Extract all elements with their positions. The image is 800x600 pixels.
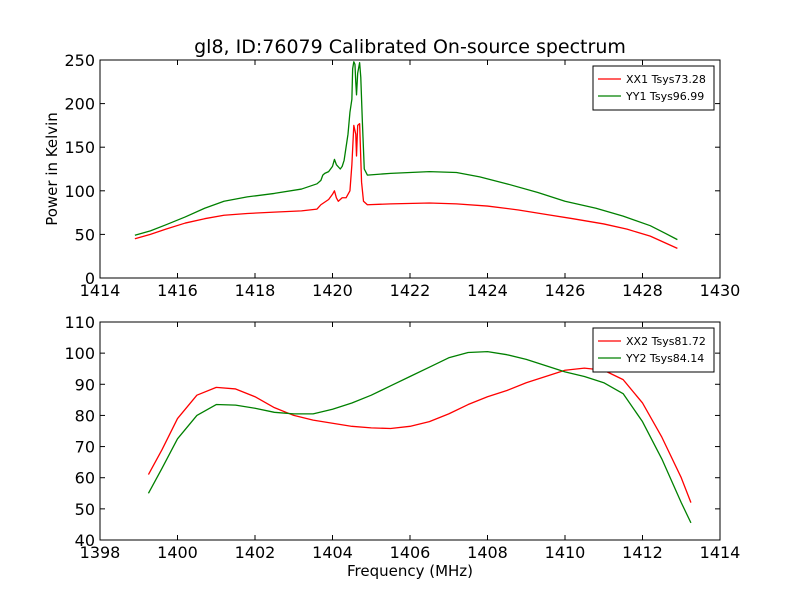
bottom-y-tick-label: 60	[75, 469, 95, 488]
bottom-legend	[592, 327, 715, 373]
bottom-y-tick-label: 90	[75, 375, 95, 394]
top-plot: 1414 1416 1418 1420 1422 1424 1426 1428 1430 0 50 1…	[64, 51, 740, 300]
top-x-tick-label: 1426	[545, 281, 586, 300]
top-x-tick-label: 1416	[157, 281, 198, 300]
top-legend-label-1: XX1 Tsys73.28	[626, 73, 706, 86]
top-y-tick-label: 0	[85, 269, 95, 288]
bottom-y-tick-label: 80	[75, 406, 95, 425]
bottom-y-tick-label: 110	[64, 313, 95, 332]
bottom-y-tick-label: 40	[75, 531, 95, 550]
bottom-x-tick-label: 1410	[545, 543, 586, 562]
top-x-tick-label: 1424	[467, 281, 508, 300]
top-y-tick-label: 250	[64, 51, 95, 70]
top-legend-label-2: YY1 Tsys96.99	[625, 90, 704, 103]
bottom-x-tick-label: 1414	[700, 543, 741, 562]
bottom-series-line-1	[147, 367, 692, 503]
figure-title: gl8, ID:76079 Calibrated On-source spect…	[194, 36, 626, 58]
bottom-legend-label-2: YY2 Tsys84.14	[625, 352, 704, 365]
y-axis-label: Power in Kelvin	[43, 112, 61, 226]
top-x-tick-label: 1428	[622, 281, 663, 300]
top-series-line-1	[134, 123, 678, 249]
bottom-plot: 1398 1400 1402 1404 1406 1408 1410 1412 1414 40 50…	[64, 313, 740, 562]
top-x-tick-label: 1430	[700, 281, 741, 300]
bottom-x-tick-label: 1402	[235, 543, 276, 562]
top-y-tick-label: 50	[75, 225, 95, 244]
bottom-y-tick-label: 50	[75, 500, 95, 519]
bottom-x-tick-label: 1404	[312, 543, 353, 562]
top-x-tick-label: 1420	[312, 281, 353, 300]
top-y-tick-label: 150	[64, 138, 95, 157]
bottom-y-tick-label: 70	[75, 438, 95, 457]
bottom-x-tick-label: 1412	[622, 543, 663, 562]
bottom-legend-label-1: XX2 Tsys81.72	[626, 335, 706, 348]
bottom-series-line-2	[147, 350, 692, 524]
top-series-line-2	[134, 61, 678, 241]
top-x-tick-label: 1422	[390, 281, 431, 300]
top-y-tick-label: 200	[64, 95, 95, 114]
top-y-tick-label: 100	[64, 182, 95, 201]
bottom-x-tick-label: 1406	[390, 543, 431, 562]
x-axis-label: Frequency (MHz)	[347, 562, 473, 580]
top-x-tick-label: 1418	[235, 281, 276, 300]
top-x-tick-label: 1414	[80, 281, 121, 300]
bottom-x-tick-label: 1400	[157, 543, 198, 562]
bottom-y-tick-label: 100	[64, 344, 95, 363]
bottom-x-tick-label: 1408	[467, 543, 508, 562]
top-legend	[592, 65, 715, 111]
bottom-x-tick-label: 1398	[80, 543, 121, 562]
